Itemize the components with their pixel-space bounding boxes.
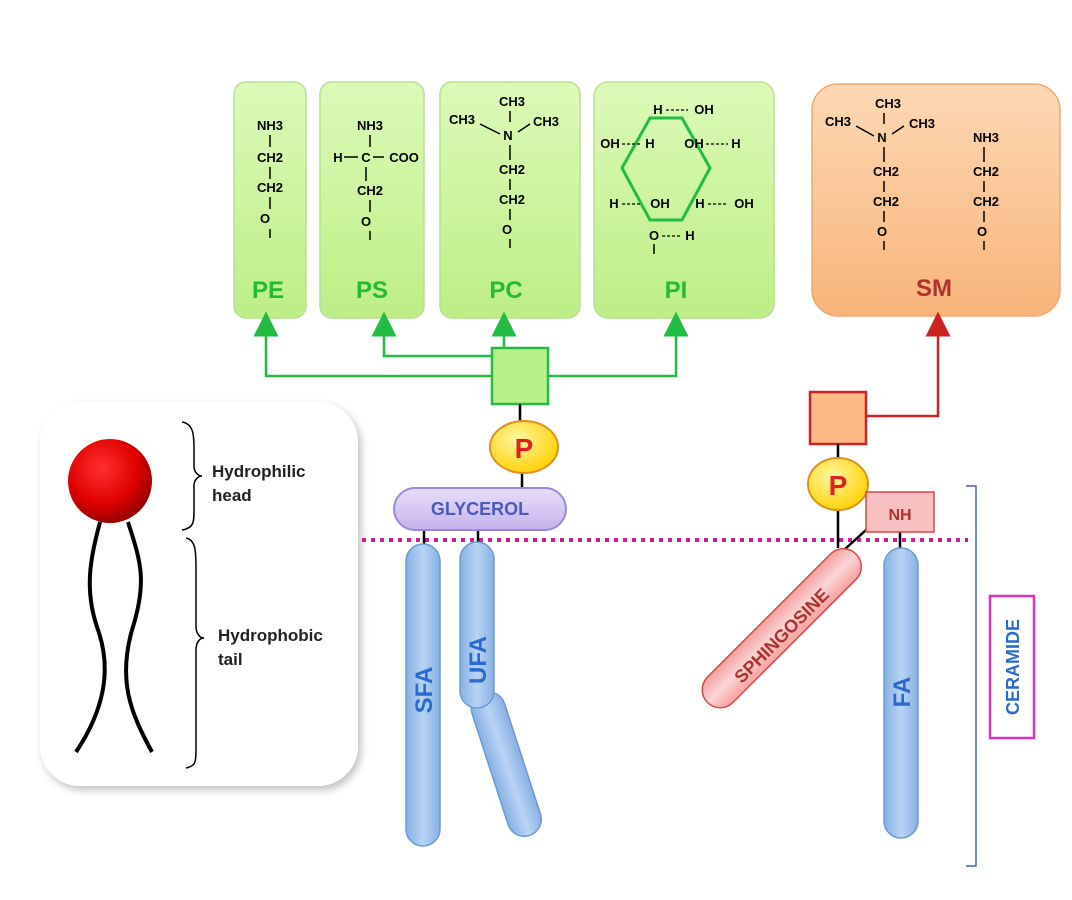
pe-formula-o: O — [260, 211, 270, 226]
pc-formula-ch2-2: CH2 — [499, 192, 525, 207]
amphipathic-legend-card: Hydrophilic head Hydrophobic tail — [40, 402, 358, 786]
hydrophilic-head-sphere — [68, 439, 152, 523]
ceramide-label-box — [988, 594, 1036, 740]
ps-formula-c: C — [361, 150, 371, 165]
tail-bracket — [185, 537, 205, 769]
sphingomyelin-connector — [866, 311, 951, 418]
legend-head-label-line1: Hydrophilic — [212, 462, 306, 481]
pi-inositol-ring — [620, 116, 712, 222]
pi-headgroup-box: H OH OH OH H H H OH H OH O H PI — [593, 81, 775, 319]
pc-formula-n: N — [503, 128, 512, 143]
pi-formula-h-lowleft: H — [609, 196, 618, 211]
ps-formula-ch2: CH2 — [357, 183, 383, 198]
legend-tail-label-line2: tail — [218, 650, 243, 669]
sm-formula-ch3-right: CH3 — [909, 116, 935, 131]
pi-formula-h-right: H — [731, 136, 740, 151]
pi-formula-h-top: H — [653, 102, 662, 117]
fa-label: FA — [889, 677, 916, 708]
pc-formula-ch3-top: CH3 — [499, 94, 525, 109]
pc-headgroup-box: CH3 CH3 N CH3 CH2 CH2 O PC — [439, 81, 581, 319]
pi-formula-oh-top: OH — [694, 102, 714, 117]
pc-formula-ch2-1: CH2 — [499, 162, 525, 177]
legend-head-label-line2: head — [212, 486, 252, 505]
ps-formula-nh3: NH3 — [357, 118, 383, 133]
ufa-fatty-acid-chain-upper — [459, 541, 495, 709]
sm-formula-nh3: NH3 — [973, 130, 999, 145]
pi-label: PI — [665, 277, 688, 304]
phosphate-label-sphingo: P — [829, 470, 848, 501]
fa-fatty-acid-chain — [883, 547, 919, 839]
ufa-fatty-acid-chain-lower — [470, 691, 543, 837]
sphingosine-chain — [701, 547, 863, 709]
pe-label: PE — [252, 277, 284, 304]
pc-label: PC — [489, 277, 522, 304]
sm-formula-ch2-2: CH2 — [873, 194, 899, 209]
pi-formula-oh-left: OH — [600, 136, 620, 151]
ps-label: PS — [356, 277, 388, 304]
hydrophobic-tail-1 — [74, 521, 107, 754]
sm-formula-amine-ch2-1: CH2 — [973, 164, 999, 179]
ceramide-label: CERAMIDE — [1003, 619, 1023, 715]
pi-formula-o-bottom: O — [649, 228, 659, 243]
pc-formula-o: O — [502, 222, 512, 237]
ufa-label: UFA — [465, 636, 492, 684]
sm-formula-ch2-1: CH2 — [873, 164, 899, 179]
sfa-fatty-acid-chain — [405, 543, 441, 847]
pe-formula-ch2-2: CH2 — [257, 180, 283, 195]
sm-formula-ch3-left: CH3 — [825, 114, 851, 129]
sphingosine-label: SPHINGOSINE — [730, 584, 833, 687]
pe-headgroup-box: NH3 CH2 CH2 O PE — [233, 81, 307, 319]
pi-formula-h-left: H — [645, 136, 654, 151]
legend-tail-label-line1: Hydrophobic — [218, 626, 323, 645]
phosphate-glycerophospholipid — [489, 420, 559, 474]
ceramide-bracket — [966, 485, 977, 867]
ps-headgroup-box: NH3 H C COO CH2 O PS — [319, 81, 425, 319]
head-bracket — [181, 421, 203, 531]
sm-formula-ch3-top: CH3 — [875, 96, 901, 111]
glycerol-label: GLYCEROL — [431, 499, 529, 519]
ps-formula-coo: COO — [389, 150, 419, 165]
nh-label: NH — [888, 507, 911, 524]
ps-formula-h: H — [333, 150, 342, 165]
pe-formula-nh3: NH3 — [257, 118, 283, 133]
pc-formula-ch3-left: CH3 — [449, 112, 475, 127]
sm-label: SM — [916, 275, 952, 302]
glycerol-backbone — [393, 487, 567, 531]
pe-formula-ch2-1: CH2 — [257, 150, 283, 165]
headgroup-substituent-square-green — [490, 346, 550, 406]
sm-headgroup-box: CH3 CH3 N CH3 CH2 CH2 O NH3 CH2 CH2 O SM — [811, 83, 1061, 317]
pi-formula-oh-lowright: OH — [734, 196, 754, 211]
ps-formula-o: O — [361, 214, 371, 229]
headgroup-substituent-square-orange — [808, 390, 868, 446]
pc-formula-ch3-right: CH3 — [533, 114, 559, 129]
sm-formula-n: N — [877, 130, 886, 145]
phosphate-sphingomyelin — [807, 457, 869, 511]
phosphate-label-glycero: P — [515, 433, 534, 464]
sm-formula-amine-ch2-2: CH2 — [973, 194, 999, 209]
pi-formula-h-bottom: H — [685, 228, 694, 243]
nh-amide-group — [865, 491, 935, 533]
pi-formula-h-lowright: H — [695, 196, 704, 211]
pi-formula-oh-lowleft: OH — [650, 196, 670, 211]
sm-formula-o: O — [877, 224, 887, 239]
glycerophospholipid-connectors — [253, 311, 689, 378]
sfa-label: SFA — [411, 667, 438, 714]
pi-formula-oh-right: OH — [684, 136, 704, 151]
hydrophobic-tail-2 — [124, 521, 154, 753]
sm-formula-amine-o: O — [977, 224, 987, 239]
